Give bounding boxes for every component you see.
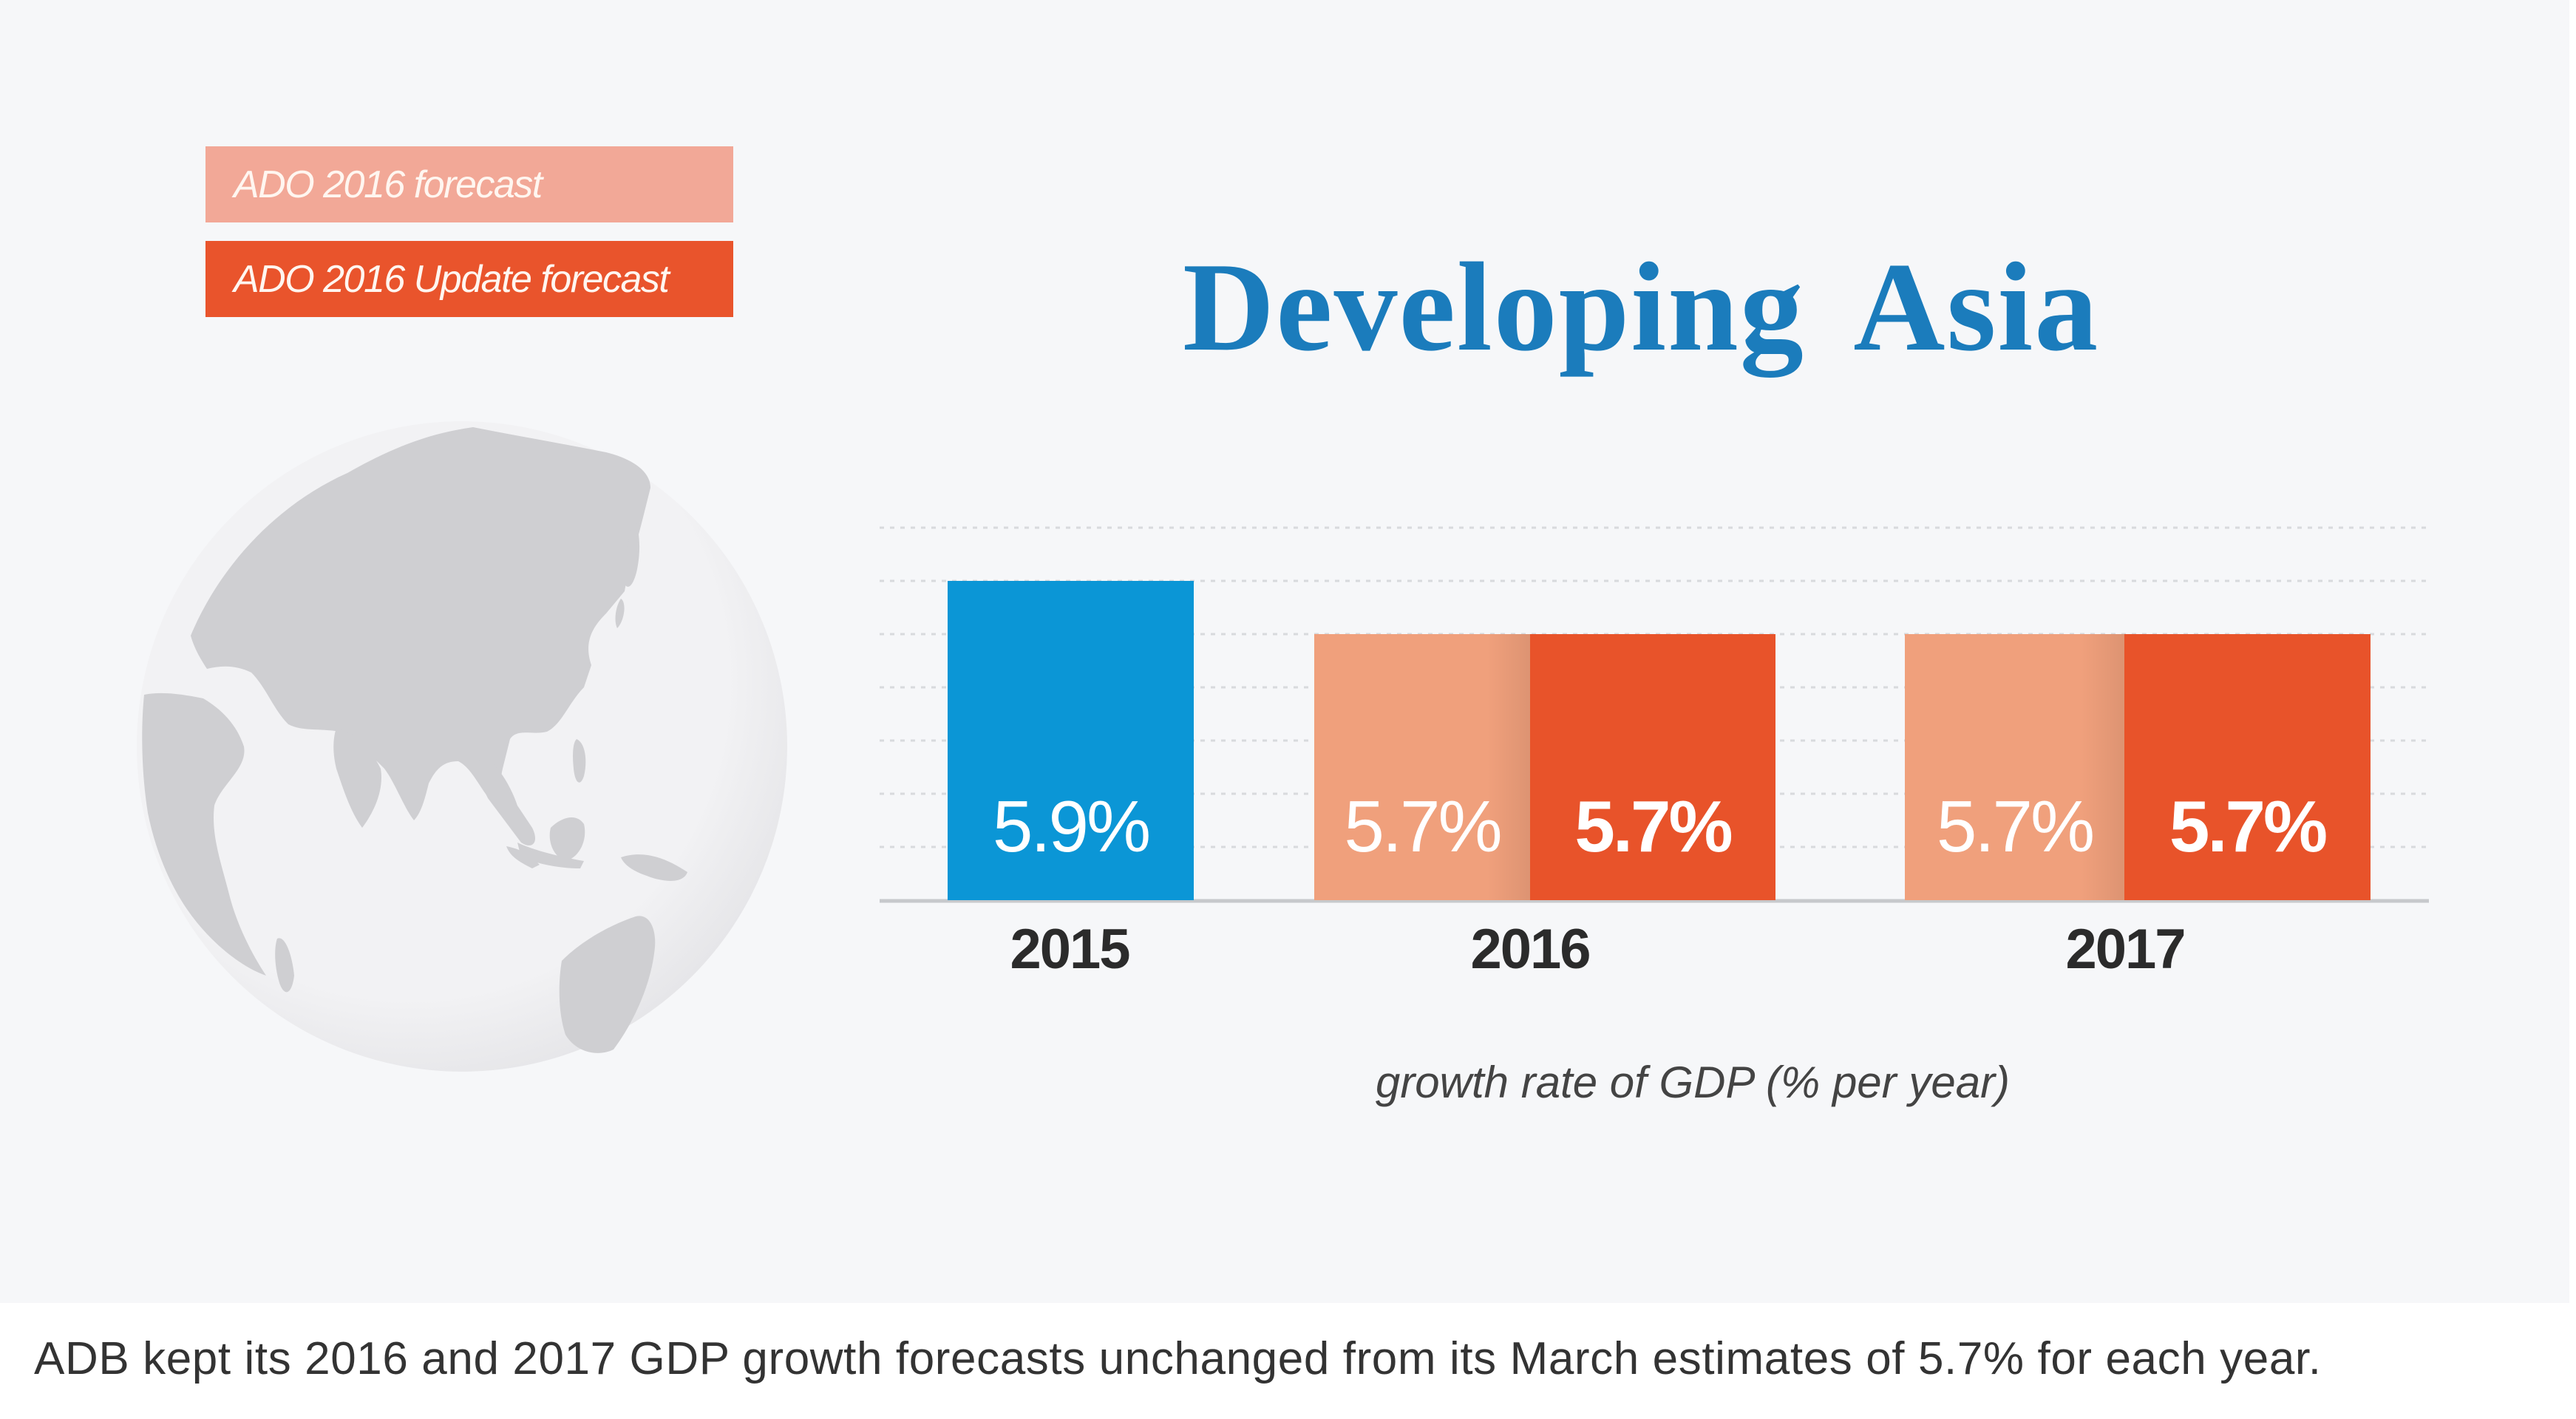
globe-land-madagascar: [275, 938, 294, 993]
globe-land-borneo: [549, 817, 585, 861]
bar-value-label: 5.7%: [1344, 786, 1500, 867]
chart-bar-labels: 5.9% 5.7% 5.7% 5.7% 5.7%: [993, 786, 2328, 867]
globe-land-australia: [559, 916, 656, 1053]
globe-asia-icon: [137, 421, 787, 1072]
x-tick-label: 2016: [1470, 918, 1589, 981]
bar-value-label: 5.7%: [1574, 786, 1731, 867]
bar-value-label: 5.7%: [2169, 786, 2326, 867]
bar-2016-ado-2016-update-forecast: [1530, 634, 1775, 900]
globe-land-japan: [615, 517, 640, 628]
globe-land-southeast-asia: [479, 754, 584, 868]
caption: ADB kept its 2016 and 2017 GDP growth fo…: [34, 1333, 2322, 1384]
bar-shadow: [1314, 634, 1530, 900]
bar-value-label: 5.7%: [1937, 786, 2093, 867]
bar-shadow: [1905, 634, 2124, 900]
globe-land-new-guinea: [621, 854, 687, 881]
globe-land-africa: [142, 693, 266, 976]
globe-land-asia: [191, 427, 650, 820]
legend-item-ado-2016-update: ADO 2016 Update forecast: [205, 241, 733, 317]
legend-item-ado-2016: ADO 2016 forecast: [205, 146, 733, 222]
chart-title: Developing Asia: [1183, 237, 2100, 378]
bar-2015-actual: [948, 581, 1194, 900]
x-tick-label: 2017: [2065, 918, 2184, 981]
bar-value-label: 5.9%: [993, 786, 1149, 867]
chart-bars: [948, 581, 2371, 900]
globe-land-philippines: [573, 739, 586, 783]
x-tick-label: 2015: [1010, 918, 1129, 981]
chart-x-ticks: 2015 2016 2017: [1010, 918, 2186, 981]
chart: 5.9% 5.7% 5.7% 5.7% 5.7% 2015 2016 2017 growth…: [137, 421, 2429, 1107]
legend-label: ADO 2016 forecast: [234, 163, 543, 206]
bar-2017-ado-2016-update-forecast: [2124, 634, 2371, 900]
x-axis-label: growth rate of GDP (% per year): [1376, 1058, 2010, 1107]
legend-label: ADO 2016 Update forecast: [234, 257, 670, 301]
globe-land-india: [333, 728, 381, 828]
